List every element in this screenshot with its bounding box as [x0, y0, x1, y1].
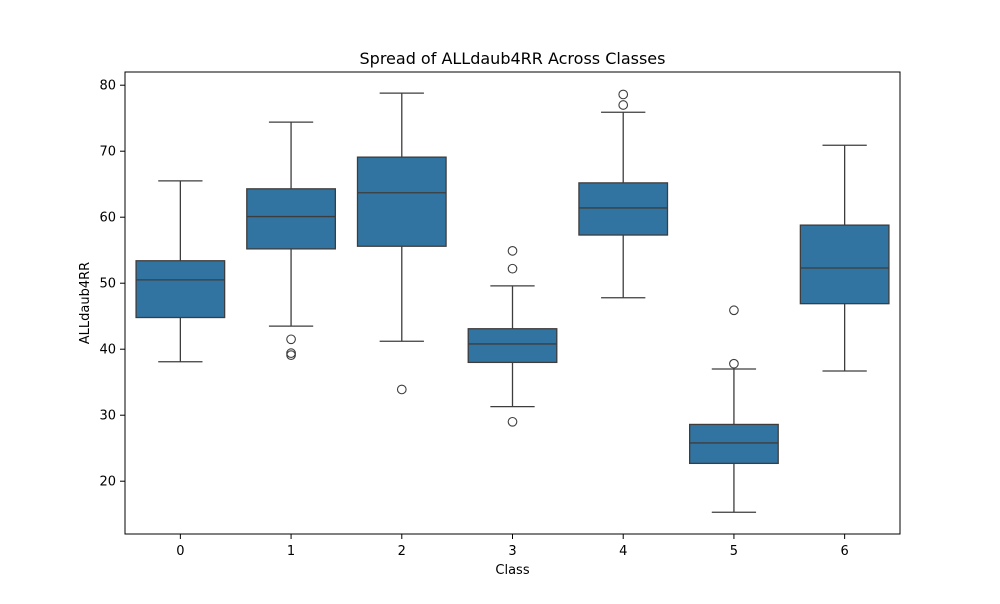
- y-tick-label: 30: [99, 409, 116, 424]
- box-group-class-3: [467, 246, 558, 427]
- outlier-point: [286, 334, 296, 345]
- x-tick-label: 0: [176, 544, 184, 559]
- y-tick-label: 50: [99, 277, 116, 292]
- y-tick-label: 60: [99, 211, 116, 226]
- outlier-point: [286, 348, 296, 359]
- plot-content: [135, 89, 890, 513]
- box-group-class-5: [688, 305, 779, 513]
- box-group-class-2: [356, 92, 447, 395]
- x-tick-label: 6: [841, 544, 849, 559]
- outlier-point: [729, 358, 739, 369]
- y-tick-label: 40: [99, 343, 116, 358]
- outlier-point: [618, 100, 629, 110]
- iqr-box: [135, 260, 226, 319]
- box-group-class-4: [578, 89, 669, 299]
- iqr-box: [356, 156, 447, 247]
- x-axis: 0 1 2 3 4 5 6: [176, 534, 849, 559]
- outlier-point: [507, 246, 518, 256]
- iqr-box: [246, 188, 337, 250]
- x-tick-label: 1: [287, 544, 295, 559]
- y-axis-label: ALLdaub4RR: [78, 262, 93, 344]
- x-axis-label: Class: [495, 563, 529, 578]
- box-group-class-6: [799, 144, 890, 372]
- iqr-box: [467, 328, 558, 364]
- x-tick-label: 2: [398, 544, 406, 559]
- chart-title: Spread of ALLdaub4RR Across Classes: [360, 49, 666, 68]
- outlier-point: [286, 350, 296, 360]
- outlier-point: [507, 416, 518, 427]
- x-tick-label: 5: [730, 544, 738, 559]
- plot-frame: [124, 71, 901, 535]
- iqr-box: [799, 224, 890, 305]
- outlier-point: [396, 384, 407, 395]
- outlier-point: [618, 89, 629, 100]
- y-tick-label: 70: [99, 145, 116, 160]
- y-tick-label: 20: [99, 475, 116, 490]
- x-tick-label: 3: [508, 544, 516, 559]
- outlier-point: [729, 305, 739, 316]
- x-tick-label: 4: [619, 544, 627, 559]
- y-tick-label: 80: [99, 79, 116, 94]
- y-axis: 20 30 40 50 60 70 80: [99, 79, 125, 490]
- box-group-class-0: [135, 180, 226, 363]
- iqr-box: [688, 423, 779, 465]
- box-group-class-1: [246, 121, 337, 360]
- iqr-box: [578, 182, 669, 236]
- outlier-point: [507, 263, 518, 274]
